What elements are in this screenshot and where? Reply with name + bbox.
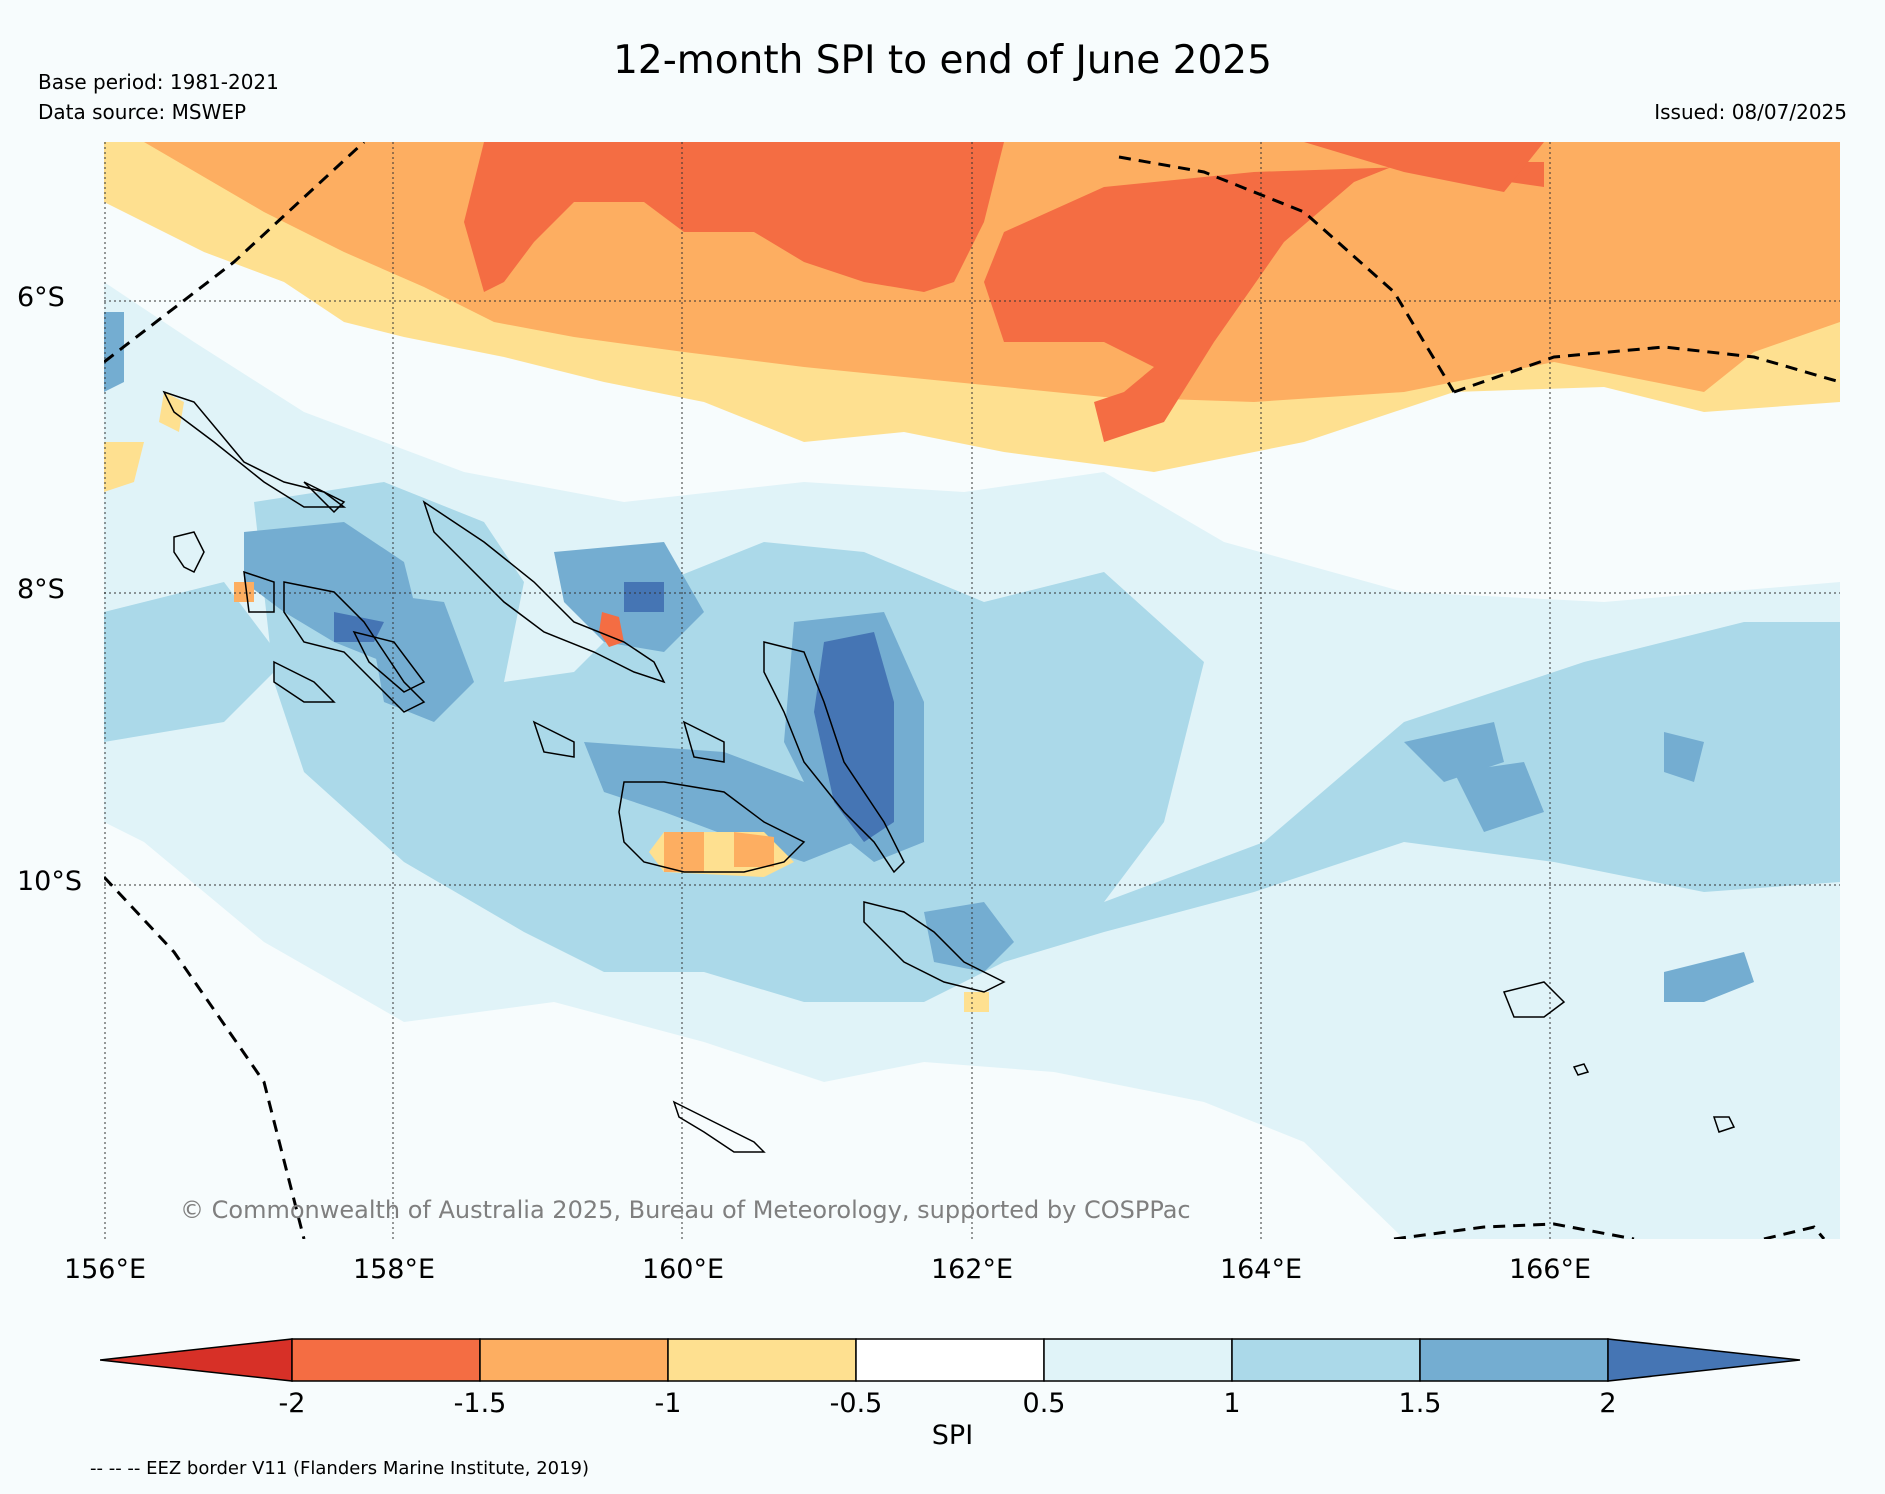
colorbar-tick: -1 [654, 1388, 682, 1419]
eez-borders [104, 142, 1840, 1239]
lat-label-6s: 6°S [17, 282, 65, 313]
colorbar-label: SPI [931, 1420, 974, 1451]
colorbar-tick: -2 [278, 1388, 306, 1419]
colorbar-extend-high [1607, 1338, 1801, 1382]
lon-label-160e: 160°E [641, 1254, 725, 1285]
lon-label-156e: 156°E [63, 1254, 147, 1285]
colorbar-tick: 2 [1599, 1388, 1617, 1419]
colorbar-tick: -0.5 [829, 1388, 883, 1419]
copyright-notice: © Commonwealth of Australia 2025, Bureau… [180, 1196, 1191, 1224]
lon-label-158e: 158°E [352, 1254, 436, 1285]
colorbar-extend-low [100, 1338, 293, 1382]
colorbar-tick: 1 [1223, 1388, 1241, 1419]
spi-region-wet-very-strong [814, 632, 894, 842]
spi-region-dry-strong [484, 142, 1544, 442]
colorbar-tick: -1.5 [453, 1388, 507, 1419]
colorbar-bin-4 [855, 1338, 1045, 1382]
colorbar-bin-1 [291, 1338, 481, 1382]
base-period: Base period: 1981-2021 [38, 70, 279, 94]
colorbar-bin-3 [667, 1338, 857, 1382]
map-title: 12-month SPI to end of June 2025 [613, 38, 1272, 83]
colorbar-bin-6 [1231, 1338, 1421, 1382]
lon-label-164e: 164°E [1219, 1254, 1303, 1285]
colorbar-bin-5 [1043, 1338, 1233, 1382]
issued-date: Issued: 08/07/2025 [1654, 100, 1847, 124]
eez-footnote: -- -- -- EEZ border V11 (Flanders Marine… [90, 1458, 590, 1479]
spi-colorbar [100, 1338, 1801, 1382]
lat-label-10s: 10°S [17, 866, 82, 897]
colorbar-tick: 0.5 [1022, 1388, 1066, 1419]
data-source: Data source: MSWEP [38, 100, 247, 124]
lat-label-8s: 8°S [17, 574, 65, 605]
island-outlines [162, 390, 1736, 1153]
colorbar-tick: 1.5 [1398, 1388, 1442, 1419]
colorbar-bin-7 [1419, 1338, 1609, 1382]
spi-map [104, 142, 1840, 1239]
colorbar-bin-2 [479, 1338, 669, 1382]
lon-label-162e: 162°E [930, 1254, 1014, 1285]
lon-label-166e: 166°E [1508, 1254, 1592, 1285]
